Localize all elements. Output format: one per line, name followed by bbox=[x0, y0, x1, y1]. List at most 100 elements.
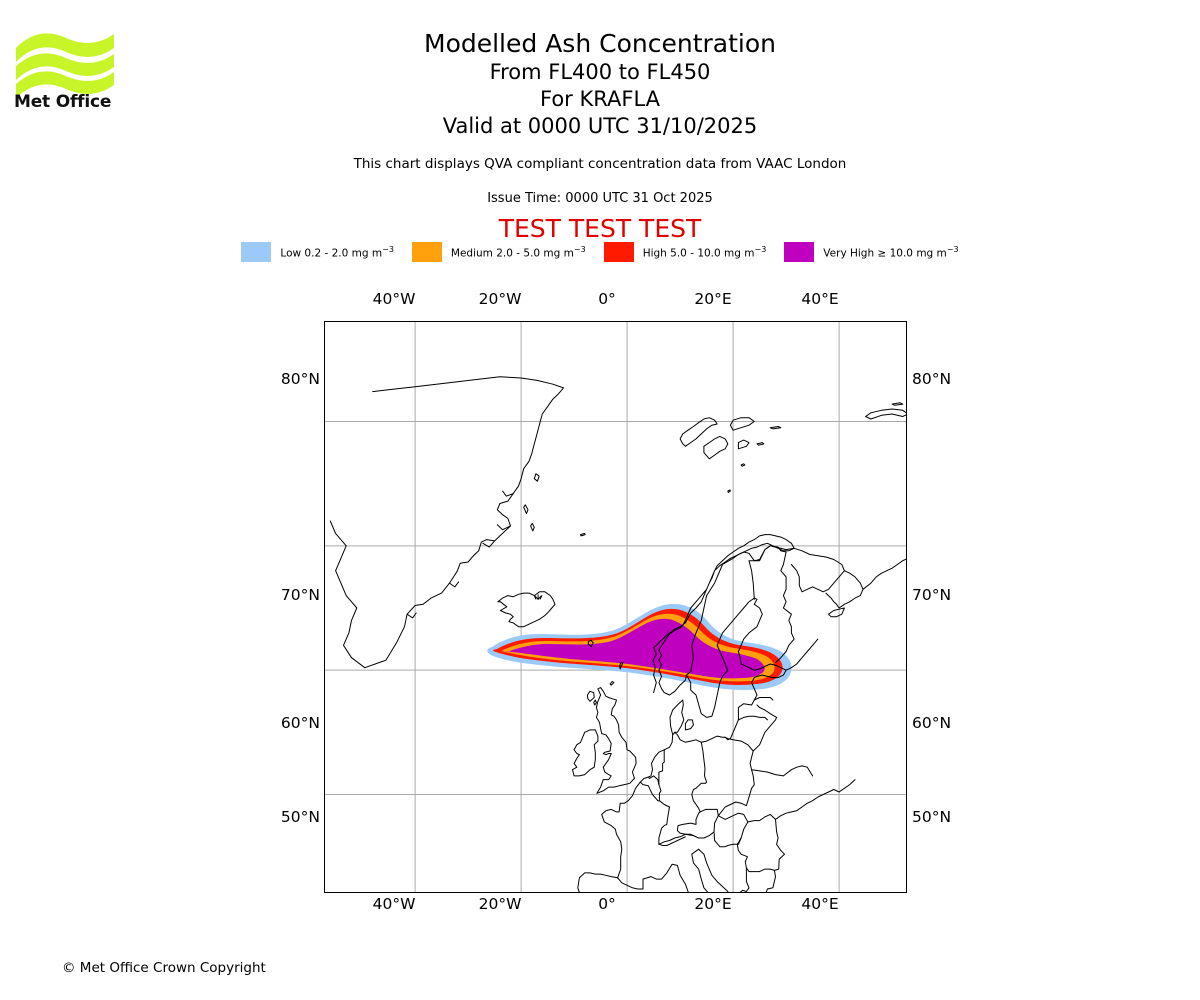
coastline-b-de-n bbox=[658, 749, 670, 808]
lat-tick-label: 60°N bbox=[280, 714, 320, 732]
issue-time-text: Issue Time: 0000 UTC 31 Oct 2025 bbox=[487, 191, 713, 206]
map-panel bbox=[324, 321, 907, 893]
legend-very-high: Very High ≥ 10.0 mg m−3 bbox=[784, 242, 959, 262]
coastline-denmark-isl bbox=[684, 719, 694, 731]
coastline-fjl3 bbox=[891, 402, 904, 406]
coastline-shetland bbox=[619, 662, 624, 670]
coastline-b-hu bbox=[713, 812, 749, 848]
coastline-fr-med bbox=[642, 848, 729, 892]
legend-swatch-medium bbox=[411, 242, 442, 262]
lat-tick-label: 70°N bbox=[912, 586, 952, 604]
ash-plume bbox=[487, 603, 792, 690]
coastline-gl-isl3 bbox=[533, 473, 540, 482]
volcano-subtitle: For KRAFLA bbox=[540, 87, 660, 111]
legend-label-medium: Medium 2.0 - 5.0 mg m−3 bbox=[450, 244, 586, 260]
coastline-white-sea2 bbox=[828, 607, 845, 618]
coastline-iceland-vent4 bbox=[533, 595, 537, 600]
coastline-scot-isles2 bbox=[586, 690, 595, 702]
lat-tick-label: 50°N bbox=[912, 808, 952, 826]
plume-very-high-contour bbox=[506, 618, 765, 679]
coastline-b-ua-n bbox=[751, 765, 814, 777]
lon-tick-label: 20°W bbox=[478, 895, 522, 913]
concentration-legend: Low 0.2 - 2.0 mg m−3 Medium 2.0 - 5.0 mg… bbox=[0, 242, 1200, 262]
coastline-finland-border bbox=[748, 545, 795, 664]
coastline-russia-coast bbox=[785, 638, 819, 671]
legend-label-very-high: Very High ≥ 10.0 mg m−3 bbox=[823, 244, 959, 260]
lon-tick-label: 40°E bbox=[801, 895, 839, 913]
coastline-svalbard-edge bbox=[737, 439, 750, 450]
coastline-fjl1 bbox=[865, 408, 906, 420]
map-frame bbox=[324, 321, 907, 893]
lat-tick-label: 50°N bbox=[280, 808, 320, 826]
coastline-faroe bbox=[587, 639, 594, 647]
coastline-white-sea bbox=[825, 570, 864, 609]
lat-tick-label: 80°N bbox=[280, 370, 320, 388]
coastline-b-pl-sk bbox=[717, 736, 755, 817]
lon-tick-label: 40°W bbox=[372, 290, 416, 308]
test-banner: TEST TEST TEST bbox=[498, 214, 702, 243]
coastline-b-ua bbox=[775, 789, 840, 820]
coastline-b-lt-lv bbox=[737, 715, 768, 721]
coastline-britain bbox=[595, 687, 637, 794]
coastline-gl-inlet1 bbox=[406, 612, 417, 619]
coastline-b-by-ru bbox=[752, 716, 778, 752]
legend-swatch-very-high bbox=[784, 242, 815, 262]
coastline-b-bg-gr bbox=[739, 867, 776, 892]
coastline-b-it-ch bbox=[658, 836, 686, 846]
coastline-iberia-fr bbox=[601, 731, 726, 879]
map-gridlines bbox=[325, 322, 906, 892]
coastline-b-de-pl bbox=[700, 741, 708, 784]
valid-time-subtitle: Valid at 0000 UTC 31/10/2025 bbox=[442, 114, 758, 138]
lon-tick-label: 0° bbox=[598, 895, 616, 913]
coastline-scot-isles1 bbox=[593, 699, 597, 706]
lat-tick-label: 60°N bbox=[912, 714, 952, 732]
coastline-gl-inlet5 bbox=[502, 490, 514, 497]
coastline-iceland bbox=[497, 591, 556, 628]
coastline-kola bbox=[785, 547, 845, 593]
lon-tick-label: 20°W bbox=[478, 290, 522, 308]
coastline-b-balt bbox=[756, 704, 778, 718]
lon-tick-label: 40°E bbox=[801, 290, 839, 308]
coastline-orkney bbox=[609, 680, 615, 686]
coastline-b-ru-e bbox=[838, 779, 856, 793]
coastline-spain-n bbox=[577, 872, 619, 892]
coastline-be-fr bbox=[639, 781, 660, 802]
coastline-b-at bbox=[676, 808, 719, 839]
lon-tick-label: 0° bbox=[598, 290, 616, 308]
lat-tick-label: 80°N bbox=[912, 370, 952, 388]
coastline-b-ro bbox=[736, 813, 785, 873]
coastline-gl-inlet3 bbox=[482, 540, 496, 548]
coastline-sweden-e bbox=[686, 597, 787, 741]
coastline-svalbard-i2 bbox=[769, 426, 782, 430]
coastline-iceland-vent5 bbox=[539, 595, 543, 600]
coastline-b-de-fr bbox=[658, 806, 670, 845]
legend-low: Low 0.2 - 2.0 mg m−3 bbox=[241, 242, 394, 262]
coastline-ireland bbox=[572, 729, 599, 777]
met-office-logo-text: Met Office bbox=[14, 92, 112, 112]
legend-swatch-high bbox=[603, 242, 634, 262]
legend-medium: Medium 2.0 - 5.0 mg m−3 bbox=[411, 242, 586, 262]
coastline-greenland-east bbox=[351, 376, 564, 669]
coastline-svalbard-spits bbox=[679, 417, 718, 447]
coastline-svalbard-s bbox=[703, 435, 729, 460]
coastline-russia-n bbox=[862, 558, 906, 590]
coastline-nl-be bbox=[647, 775, 660, 786]
coastline-bear-island bbox=[727, 489, 731, 493]
title-block: Modelled Ash Concentration From FL400 to… bbox=[0, 28, 1200, 140]
coastline-svalbard-i3 bbox=[740, 463, 746, 467]
coastline-greenland-sw bbox=[329, 520, 358, 659]
lon-tick-label: 40°W bbox=[372, 895, 416, 913]
page-title: Modelled Ash Concentration bbox=[424, 29, 776, 58]
coastline-jutland bbox=[669, 699, 685, 736]
lon-tick-label: 20°E bbox=[694, 290, 732, 308]
legend-swatch-low bbox=[241, 242, 272, 262]
coastline-svalbard-i1 bbox=[756, 442, 765, 446]
map-coastlines bbox=[329, 376, 906, 892]
legend-label-low: Low 0.2 - 2.0 mg m−3 bbox=[280, 244, 394, 260]
coastline-b-ee-lv bbox=[753, 697, 774, 701]
coastline-svalbard-ne bbox=[729, 417, 755, 431]
coastline-gl-inlet4 bbox=[496, 524, 511, 531]
lat-tick-label: 70°N bbox=[280, 586, 320, 604]
legend-high: High 5.0 - 10.0 mg m−3 bbox=[603, 242, 766, 262]
met-office-logo bbox=[14, 22, 124, 112]
